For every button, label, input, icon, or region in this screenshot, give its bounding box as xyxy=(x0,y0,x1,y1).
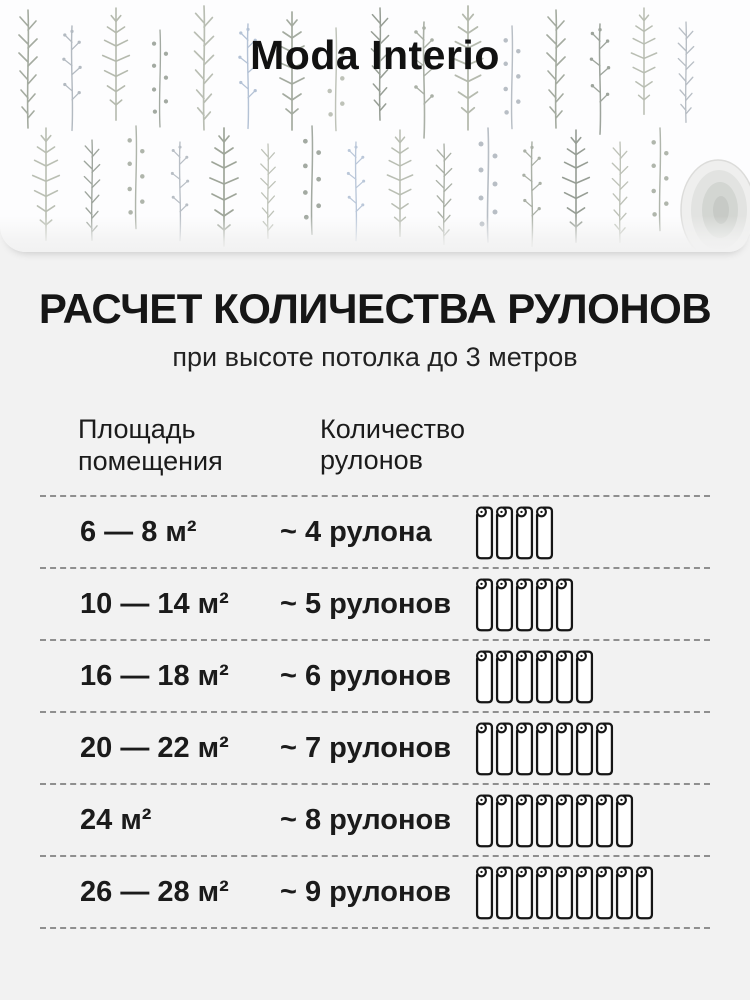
table-row: 20 — 22 м² ~ 7 рулонов xyxy=(40,711,710,783)
wallpaper-roll-icon xyxy=(495,794,514,848)
page-title: РАСЧЕТ КОЛИЧЕСТВА РУЛОНОВ xyxy=(38,285,712,332)
column-header-count: Количество рулонов xyxy=(320,414,465,475)
wallpaper-roll-icon xyxy=(555,794,574,848)
roll-icons-group xyxy=(475,860,710,924)
table-row: 26 — 28 м² ~ 9 рулонов xyxy=(40,855,710,927)
roll-icons-group xyxy=(475,644,710,708)
wallpaper-roll-icon xyxy=(515,650,534,704)
wallpaper-roll-icon xyxy=(515,506,534,560)
wallpaper-roll-icon xyxy=(475,506,494,560)
wallpaper-roll-icon xyxy=(515,794,534,848)
area-value: 6 — 8 м² xyxy=(80,515,197,548)
wallpaper-roll-icon xyxy=(495,650,514,704)
wallpaper-roll-icon xyxy=(495,578,514,632)
wallpaper-roll-icon xyxy=(595,794,614,848)
roll-count-value: ~ 5 рулонов xyxy=(280,587,452,620)
wallpaper-roll-icon xyxy=(475,578,494,632)
wallpaper-roll-icon xyxy=(615,866,634,920)
roll-icons-group xyxy=(475,716,710,780)
table-row: 10 — 14 м² ~ 5 рулонов xyxy=(40,567,710,639)
wallpaper-roll-icon xyxy=(595,722,614,776)
wallpaper-roll-icon xyxy=(635,866,654,920)
column-header-area-line1: Площадь xyxy=(78,414,196,444)
area-value: 20 — 22 м² xyxy=(80,731,229,764)
page-subtitle: при высоте потолка до 3 метров xyxy=(172,342,578,372)
wallpaper-roll-icon xyxy=(555,578,574,632)
wallpaper-roll-icon xyxy=(495,722,514,776)
wallpaper-roll-icon xyxy=(475,722,494,776)
wallpaper-roll-icon xyxy=(555,866,574,920)
roll-count-value: ~ 8 рулонов xyxy=(280,803,452,836)
wallpaper-roll-icon xyxy=(535,794,554,848)
wallpaper-roll-icon xyxy=(535,722,554,776)
wallpaper-roll-icon xyxy=(515,722,534,776)
roll-count-value: ~ 4 рулона xyxy=(280,515,432,548)
wallpaper-roll-icon xyxy=(515,578,534,632)
photo-fade-overlay xyxy=(0,216,750,252)
calculation-section: РАСЧЕТ КОЛИЧЕСТВА РУЛОНОВ при высоте пот… xyxy=(0,285,750,929)
table-column-headers: Площадь помещения Количество рулонов xyxy=(0,413,750,477)
roll-count-value: ~ 6 рулонов xyxy=(280,659,452,692)
wallpaper-roll-icon xyxy=(575,722,594,776)
brand-name: Moda Interio xyxy=(250,32,500,78)
table-row: 16 — 18 м² ~ 6 рулонов xyxy=(40,639,710,711)
area-value: 24 м² xyxy=(80,803,152,836)
roll-count-value: ~ 7 рулонов xyxy=(280,731,452,764)
rolls-table: 6 — 8 м² ~ 4 рулона 10 — 14 м² ~ 5 рулон… xyxy=(40,495,710,929)
wallpaper-roll-icon xyxy=(575,794,594,848)
wallpaper-roll-icon xyxy=(595,866,614,920)
area-value: 10 — 14 м² xyxy=(80,587,229,620)
wallpaper-roll-icon xyxy=(555,722,574,776)
roll-icons-group xyxy=(475,500,710,564)
wallpaper-roll-icon xyxy=(475,866,494,920)
wallpaper-roll-icon xyxy=(535,578,554,632)
wallpaper-roll-icon xyxy=(495,506,514,560)
wallpaper-roll-icon xyxy=(535,650,554,704)
wallpaper-roll-icon xyxy=(515,866,534,920)
roll-count-value: ~ 9 рулонов xyxy=(280,875,452,908)
wallpaper-roll-icon xyxy=(475,794,494,848)
table-row: 6 — 8 м² ~ 4 рулона xyxy=(40,495,710,567)
area-value: 16 — 18 м² xyxy=(80,659,229,692)
wallpaper-roll-icon xyxy=(495,866,514,920)
roll-icons-group xyxy=(475,572,710,636)
wallpaper-roll-icon xyxy=(535,866,554,920)
wallpaper-roll-icon xyxy=(535,506,554,560)
product-photo: Moda Interio xyxy=(0,0,750,252)
column-header-area-line2: помещения xyxy=(78,446,223,476)
column-header-area: Площадь помещения xyxy=(40,413,320,477)
wallpaper-roll-icon xyxy=(475,650,494,704)
roll-icons-group xyxy=(475,788,710,852)
area-value: 26 — 28 м² xyxy=(80,875,229,908)
wallpaper-roll-icon xyxy=(575,650,594,704)
wallpaper-roll-icon xyxy=(575,866,594,920)
wallpaper-roll-icon xyxy=(615,794,634,848)
table-row: 24 м² ~ 8 рулонов xyxy=(40,783,710,855)
wallpaper-roll-icon xyxy=(555,650,574,704)
